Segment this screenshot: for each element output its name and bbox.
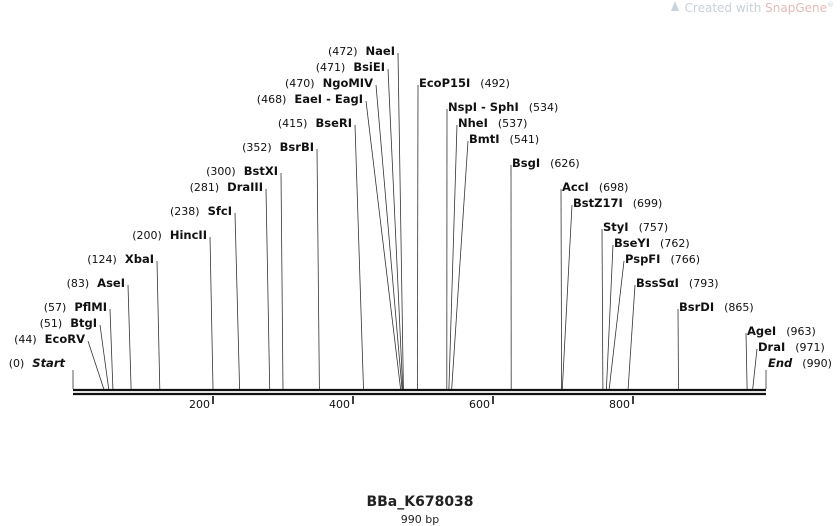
site-position-bsiei: (471) <box>316 61 346 74</box>
site-position-end: (990) <box>802 357 832 370</box>
site-position-naei: (472) <box>328 45 358 58</box>
site-name-xbai: XbaI <box>125 252 154 266</box>
site-labels: Start (0) EcoRV (44) BtgI (51) PflMI (57) AseI (8… <box>9 44 832 370</box>
site-leader-line <box>449 125 457 389</box>
site-position-bsrbi: (352) <box>242 141 272 154</box>
site-name-sfci: SfcI <box>208 204 232 218</box>
site-leader-line <box>753 349 757 389</box>
site-position-bstz17i: (699) <box>633 197 663 210</box>
site-leader-line <box>128 285 131 389</box>
site-leader-line <box>88 341 104 389</box>
site-name-start: Start <box>32 356 65 370</box>
site-leader-line <box>561 189 562 389</box>
site-name-hincii: HincII <box>170 228 207 242</box>
site-name-styi: StyI <box>603 220 629 234</box>
dna-backbone <box>73 390 766 394</box>
ruler-tick-label: 200 <box>189 398 210 411</box>
site-leader-line <box>235 213 240 389</box>
site-position-nspi-sphi: (534) <box>529 101 559 114</box>
site-name-asei: AseI <box>97 276 125 290</box>
site-name-end: End <box>768 356 793 370</box>
site-name-nhei: NheI <box>458 116 488 130</box>
site-leader-line <box>100 325 109 389</box>
site-position-draiii: (281) <box>190 181 220 194</box>
site-leader-line <box>210 237 213 389</box>
site-position-asei: (83) <box>67 277 90 290</box>
site-position-styi: (757) <box>639 221 669 234</box>
site-name-naei: NaeI <box>366 44 395 58</box>
site-name-drai: DraI <box>758 340 785 354</box>
site-leader-line <box>628 285 635 389</box>
sequence-name: BBa_K678038 <box>0 494 840 510</box>
site-position-start: (0) <box>9 357 25 370</box>
site-leader-line <box>678 309 679 389</box>
site-position-sfci: (238) <box>170 205 200 218</box>
site-position-drai: (971) <box>795 341 825 354</box>
site-position-ecorv: (44) <box>14 333 37 346</box>
ruler-tick-label: 400 <box>329 398 350 411</box>
site-leader-line <box>376 85 402 389</box>
site-name-bstz17i: BstZ17I <box>573 196 623 210</box>
site-leader-line <box>266 189 270 389</box>
site-leader-line <box>366 101 401 389</box>
site-position-nhei: (537) <box>498 117 528 130</box>
site-name-bstxi: BstXI <box>244 164 278 178</box>
site-leader-line <box>317 149 319 389</box>
ruler-ticks: 200 400 600 800 <box>189 396 633 411</box>
site-name-bmti: BmtI <box>469 132 500 146</box>
site-position-eaei-eagi: (468) <box>257 93 287 106</box>
sequence-length: 990 bp <box>0 513 840 526</box>
site-position-pspfi: (766) <box>670 253 700 266</box>
site-leader-line <box>157 261 160 389</box>
site-position-btgi: (51) <box>40 317 63 330</box>
site-name-acci: AccI <box>562 180 589 194</box>
site-leader-line <box>355 125 364 389</box>
site-name-bsss-i: BssSαI <box>636 276 679 290</box>
site-name-nspi-sphi: NspI - SphI <box>448 100 519 114</box>
site-position-ngomiv: (470) <box>285 77 315 90</box>
site-leader-line <box>110 309 113 389</box>
site-name-pspfi: PspFI <box>625 252 660 266</box>
site-leader-line <box>746 333 747 389</box>
site-name-pflmi: PflMI <box>74 300 107 314</box>
site-name-ecop15i: EcoP15I <box>419 76 470 90</box>
site-position-xbai: (124) <box>87 253 117 266</box>
site-leader-line <box>602 229 603 389</box>
ruler-tick-label: 600 <box>469 398 490 411</box>
site-name-agei: AgeI <box>747 324 776 338</box>
site-position-bsss-i: (793) <box>689 277 719 290</box>
site-position-acci: (698) <box>599 181 629 194</box>
site-position-bstxi: (300) <box>206 165 236 178</box>
site-position-bsrdi: (865) <box>724 301 754 314</box>
site-position-bseri: (415) <box>278 117 308 130</box>
site-position-ecop15i: (492) <box>480 77 510 90</box>
site-leader-line <box>417 85 418 389</box>
ruler-tick-label: 800 <box>609 398 630 411</box>
site-name-bsiei: BsiEI <box>353 60 385 74</box>
site-position-bseyi: (762) <box>660 237 690 250</box>
site-name-bsrbi: BsrBI <box>280 140 314 154</box>
site-leader-line <box>562 205 572 389</box>
site-name-btgi: BtgI <box>70 316 97 330</box>
site-position-bsgi: (626) <box>550 157 580 170</box>
site-name-bseyi: BseYI <box>614 236 650 250</box>
restriction-map: 200 400 600 800 Start (0) EcoRV (44) BtgI (51) Pf… <box>0 0 840 490</box>
site-name-bsrdi: BsrDI <box>679 300 714 314</box>
site-name-bseri: BseRI <box>315 116 352 130</box>
site-name-eaei-eagi: EaeI - EagI <box>294 92 363 106</box>
site-name-ecorv: EcoRV <box>45 332 85 346</box>
site-leader-line <box>452 141 468 389</box>
site-name-bsgi: BsgI <box>512 156 540 170</box>
site-leader-line <box>281 173 283 389</box>
site-name-ngomiv: NgoMIV <box>323 76 373 90</box>
site-position-hincii: (200) <box>132 229 162 242</box>
site-position-bmti: (541) <box>510 133 540 146</box>
site-position-pflmi: (57) <box>44 301 67 314</box>
site-name-draiii: DraIII <box>227 180 263 194</box>
site-position-agei: (963) <box>786 325 816 338</box>
